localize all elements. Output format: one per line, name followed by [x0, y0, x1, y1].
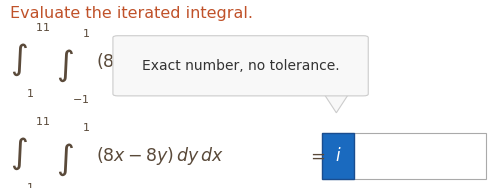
Text: $\int$: $\int$ — [10, 136, 27, 172]
Text: Exact number, no tolerance.: Exact number, no tolerance. — [142, 59, 339, 73]
Text: $\int$: $\int$ — [56, 142, 74, 178]
FancyBboxPatch shape — [322, 133, 354, 179]
Text: $1$: $1$ — [26, 87, 33, 99]
Text: $11$: $11$ — [35, 21, 51, 33]
FancyBboxPatch shape — [113, 36, 368, 96]
Text: $\mathit{i}$: $\mathit{i}$ — [334, 147, 341, 165]
Text: $11$: $11$ — [35, 115, 51, 127]
Text: $(8x - 8y)\,dy\,dx$: $(8x - 8y)\,dy\,dx$ — [96, 51, 224, 73]
Text: Evaluate the iterated integral.: Evaluate the iterated integral. — [10, 6, 253, 21]
Text: $(8x - 8y)\,dy\,dx$: $(8x - 8y)\,dy\,dx$ — [96, 145, 224, 167]
Text: $1$: $1$ — [82, 121, 90, 133]
Text: $1$: $1$ — [26, 181, 33, 188]
Text: $\int$: $\int$ — [10, 42, 27, 78]
Text: $1$: $1$ — [82, 27, 90, 39]
Text: $-1$: $-1$ — [72, 93, 89, 105]
Text: $=$: $=$ — [307, 147, 326, 165]
Polygon shape — [326, 92, 347, 94]
Text: $-1$: $-1$ — [72, 187, 89, 188]
FancyBboxPatch shape — [322, 133, 486, 179]
Text: $\int$: $\int$ — [56, 48, 74, 84]
Polygon shape — [324, 94, 349, 113]
